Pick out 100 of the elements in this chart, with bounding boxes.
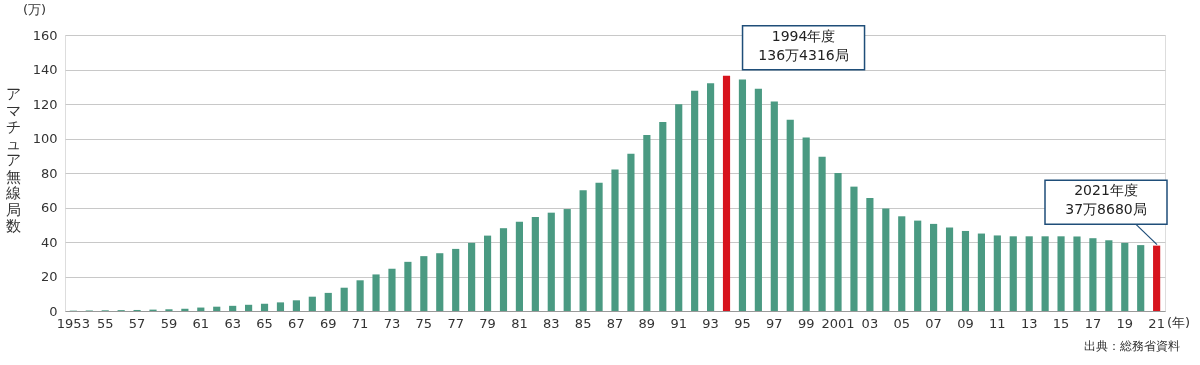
bar: [945, 227, 954, 311]
x-tick-label: 63: [224, 315, 241, 331]
text: (万): [23, 2, 47, 17]
y-tick-label: 60: [40, 200, 58, 215]
x-tick-label: 79: [479, 315, 496, 331]
bar: [1153, 245, 1161, 311]
x-tick-label: 65: [256, 315, 273, 331]
x-tick-label: 95: [734, 315, 751, 331]
bar: [643, 135, 651, 311]
bar: [531, 216, 539, 311]
bar: [627, 153, 635, 311]
bar: [324, 292, 332, 311]
source-note: 出典：総務省資料: [1084, 339, 1180, 353]
bar: [1041, 236, 1049, 311]
y-tick-label: 100: [32, 131, 58, 146]
bar: [1121, 242, 1129, 311]
x-tick-label: 71: [351, 315, 369, 331]
bar: [579, 190, 587, 311]
bar: [898, 216, 906, 311]
bar: [738, 79, 747, 311]
bar: [388, 268, 396, 311]
annotation: 2021年度 37万8680局: [1065, 182, 1147, 218]
bar: [1105, 240, 1113, 311]
x-tick-label: 55: [96, 315, 114, 331]
x-tick-label: 75: [415, 315, 433, 331]
bar: [993, 235, 1001, 311]
bar: [292, 300, 300, 311]
x-tick-label: 59: [160, 315, 178, 331]
bar: [595, 182, 603, 311]
bar: [611, 169, 619, 311]
bar: [499, 228, 508, 311]
bar: [707, 83, 715, 311]
x-tick-label: 81: [511, 315, 528, 331]
x-tick-label: 77: [447, 315, 464, 331]
bar: [372, 274, 380, 311]
bar: [1025, 236, 1033, 311]
x-tick-label: 73: [383, 315, 401, 331]
annotation: 1994年度 136万4316局: [758, 27, 849, 63]
bar: [404, 261, 412, 311]
bar: [802, 137, 810, 311]
bar: [452, 248, 460, 311]
x-tick-label: 15: [1052, 315, 1070, 331]
bar: [914, 220, 922, 311]
x-tick-label: 11: [989, 315, 1006, 331]
x-tick-label: 2001: [821, 315, 855, 331]
bar: [436, 253, 444, 311]
bar: [1089, 238, 1097, 311]
bar: [1057, 236, 1065, 311]
bar: [213, 306, 221, 311]
bar: [930, 223, 938, 311]
y-tick-label: 80: [40, 165, 58, 181]
bar: [356, 280, 364, 311]
bar: [563, 209, 571, 311]
x-tick-label: 13: [1020, 315, 1038, 331]
x-tick-label: 57: [128, 315, 146, 331]
text: アマチュア無線局数: [5, 85, 21, 235]
x-axis-title: (年): [1167, 315, 1191, 330]
x-tick-label: 61: [192, 315, 210, 331]
x-tick-label: 93: [702, 315, 719, 331]
y-tick-label: 120: [32, 96, 58, 112]
bar: [659, 121, 667, 311]
bar: [834, 173, 842, 311]
bar: [722, 75, 731, 311]
y-tick-label: 40: [40, 234, 58, 250]
x-tick-label: 67: [288, 315, 305, 331]
bar: [882, 208, 890, 311]
x-tick-label: 69: [319, 315, 337, 331]
bar: [1073, 236, 1081, 311]
x-tick-label: 91: [670, 315, 687, 331]
bar: [340, 287, 348, 311]
x-tick-label: 07: [925, 315, 942, 331]
bar: [961, 230, 970, 311]
x-tick-label: 83: [543, 315, 560, 331]
x-tick-label: 87: [606, 315, 624, 331]
bar: [850, 186, 858, 311]
x-tick-label: 99: [797, 315, 815, 331]
x-tick-label: 97: [766, 315, 783, 331]
bar: [1137, 245, 1145, 311]
bar: [276, 302, 285, 311]
x-tick-label: 05: [893, 315, 911, 331]
y-tick-label: 140: [32, 62, 58, 77]
bar: [754, 88, 762, 311]
bar: [229, 305, 237, 311]
x-tick-label: 85: [574, 315, 592, 331]
x-tick-label: 17: [1084, 315, 1102, 331]
x-tick-label: 03: [861, 315, 879, 331]
bar: [691, 90, 699, 311]
y-tick-label: 0: [49, 303, 58, 319]
bar: [866, 198, 874, 311]
x-tick-label: 21: [1148, 315, 1165, 331]
bar: [675, 104, 683, 311]
bar: [515, 221, 523, 311]
bar: [547, 212, 555, 311]
y-tick-label: 20: [40, 269, 58, 284]
bar: [420, 256, 428, 311]
x-tick-label: 1953: [56, 315, 90, 331]
bar: [468, 242, 476, 311]
bar: [245, 304, 253, 311]
bar: [770, 101, 778, 311]
bar: [977, 233, 985, 311]
